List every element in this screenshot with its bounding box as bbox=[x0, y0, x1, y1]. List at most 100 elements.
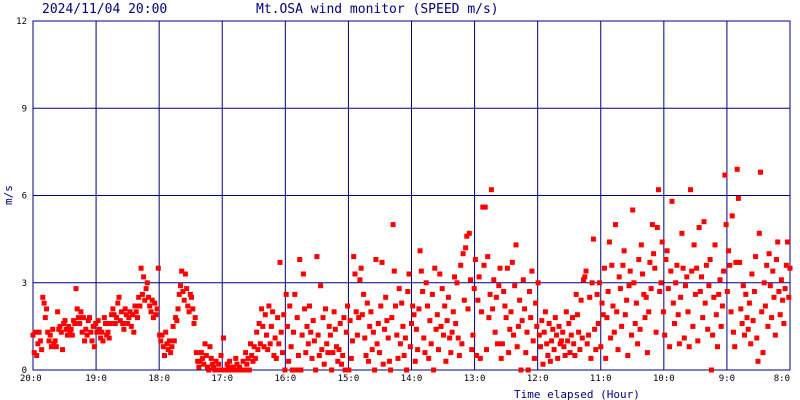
data-point bbox=[523, 350, 529, 356]
data-point bbox=[316, 353, 322, 358]
data-point bbox=[223, 367, 229, 373]
data-point bbox=[713, 312, 719, 318]
data-point bbox=[744, 315, 750, 321]
data-point bbox=[538, 344, 543, 350]
data-point bbox=[330, 350, 336, 356]
data-point bbox=[125, 321, 131, 326]
data-point bbox=[369, 347, 375, 353]
data-point bbox=[756, 230, 762, 236]
data-point bbox=[416, 306, 422, 312]
data-point bbox=[127, 309, 133, 315]
data-point bbox=[74, 306, 80, 312]
data-point bbox=[345, 303, 351, 309]
data-point bbox=[485, 254, 491, 260]
data-point bbox=[501, 289, 507, 294]
data-point bbox=[522, 306, 528, 312]
data-point bbox=[753, 254, 759, 260]
data-point bbox=[380, 361, 386, 367]
data-point bbox=[758, 169, 763, 175]
x-tick-label: 13:0 bbox=[464, 374, 486, 384]
data-point bbox=[319, 347, 325, 353]
data-point bbox=[94, 329, 100, 335]
data-point bbox=[772, 332, 778, 338]
data-point bbox=[346, 367, 352, 373]
data-point bbox=[684, 274, 690, 280]
data-point bbox=[443, 358, 449, 364]
data-point bbox=[512, 283, 518, 289]
data-point bbox=[449, 329, 455, 335]
data-point bbox=[175, 306, 181, 312]
data-point bbox=[401, 353, 407, 358]
data-point bbox=[411, 312, 417, 318]
data-point bbox=[64, 332, 70, 338]
data-point bbox=[357, 277, 363, 283]
data-point bbox=[265, 347, 271, 353]
data-point bbox=[432, 265, 438, 271]
data-point bbox=[180, 289, 186, 294]
data-point bbox=[252, 355, 258, 361]
data-point bbox=[664, 248, 670, 254]
data-point bbox=[717, 277, 723, 283]
data-point bbox=[412, 358, 418, 364]
data-point bbox=[267, 341, 273, 347]
data-point bbox=[351, 254, 357, 260]
data-point bbox=[434, 312, 440, 318]
data-point bbox=[323, 306, 328, 312]
data-point bbox=[665, 286, 671, 292]
data-point bbox=[309, 355, 315, 361]
data-point bbox=[133, 309, 139, 315]
data-point bbox=[410, 303, 416, 309]
data-point bbox=[706, 283, 712, 289]
data-point bbox=[615, 347, 621, 353]
x-tick-label: 14:0 bbox=[401, 374, 423, 384]
data-point bbox=[578, 297, 584, 303]
data-point bbox=[375, 321, 381, 326]
data-point bbox=[105, 329, 111, 335]
data-point bbox=[289, 367, 295, 373]
data-point bbox=[597, 280, 602, 286]
data-point bbox=[558, 338, 564, 344]
data-point bbox=[200, 355, 206, 361]
data-point bbox=[565, 338, 571, 344]
data-point bbox=[184, 286, 190, 292]
data-point bbox=[273, 355, 279, 361]
x-tick-label: 19:0 bbox=[85, 374, 107, 384]
data-point bbox=[321, 361, 327, 367]
y-tick-label: 3 bbox=[22, 279, 27, 289]
data-point bbox=[445, 294, 451, 300]
data-point bbox=[609, 262, 615, 268]
data-point bbox=[111, 312, 117, 318]
data-point bbox=[281, 312, 287, 318]
data-point bbox=[461, 297, 467, 303]
data-point bbox=[541, 329, 547, 335]
data-point bbox=[211, 364, 217, 370]
data-point bbox=[352, 271, 358, 277]
data-point bbox=[288, 344, 294, 350]
data-point bbox=[498, 355, 504, 361]
data-point bbox=[168, 350, 174, 356]
data-point bbox=[681, 335, 687, 341]
data-point bbox=[52, 338, 58, 344]
data-point bbox=[230, 364, 236, 370]
data-point bbox=[268, 323, 274, 329]
data-point bbox=[674, 262, 680, 268]
data-point bbox=[221, 335, 226, 341]
data-point bbox=[460, 251, 466, 257]
data-point bbox=[746, 300, 752, 306]
data-point bbox=[130, 312, 135, 318]
data-point bbox=[696, 225, 702, 230]
data-point bbox=[308, 329, 314, 335]
data-point bbox=[354, 332, 360, 338]
data-point bbox=[83, 326, 89, 332]
data-point bbox=[701, 219, 707, 225]
data-point bbox=[626, 283, 632, 289]
data-point bbox=[616, 274, 622, 280]
data-point bbox=[237, 364, 242, 370]
data-point bbox=[735, 195, 741, 201]
data-point bbox=[694, 265, 700, 271]
data-point bbox=[454, 280, 460, 286]
data-point bbox=[350, 338, 355, 344]
data-point bbox=[447, 335, 453, 341]
data-point bbox=[117, 318, 123, 324]
data-point bbox=[774, 257, 779, 262]
